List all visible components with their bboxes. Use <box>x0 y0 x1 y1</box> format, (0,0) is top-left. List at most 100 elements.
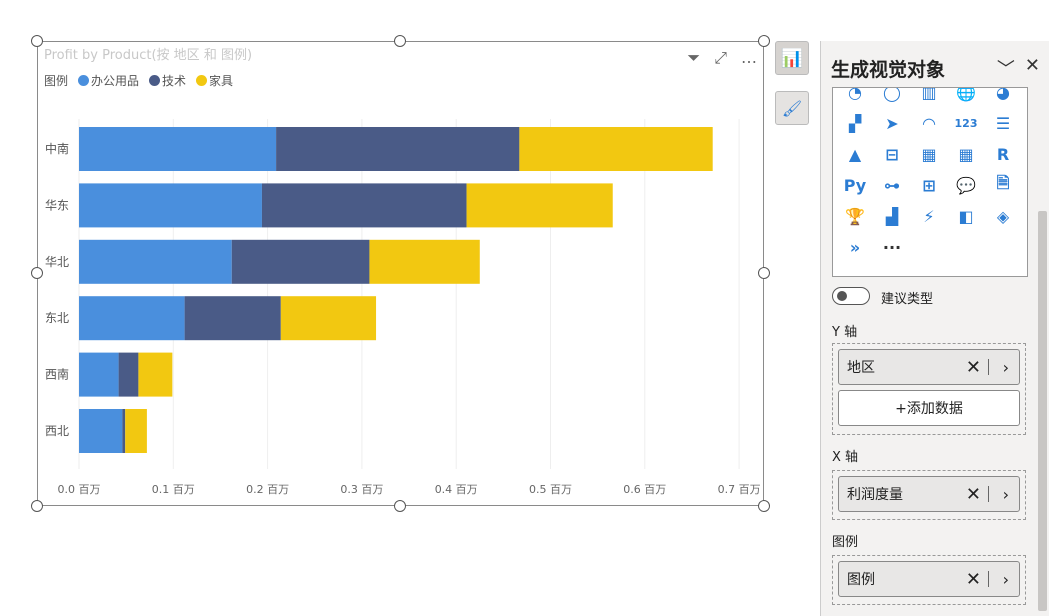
x-tick-label: 0.2 百万 <box>246 483 289 496</box>
chevron-right-icon[interactable]: › <box>1002 569 1009 589</box>
focus-mode-icon[interactable]: ⤢ <box>714 48 727 67</box>
filter-icon[interactable]: ⏷ <box>687 48 701 67</box>
legend-field[interactable]: 图例 ✕ › <box>838 561 1020 597</box>
legend-title: 图例 <box>44 74 69 88</box>
bar-0-2 <box>519 127 713 171</box>
y-axis-field[interactable]: 地区 ✕ › <box>838 349 1020 385</box>
r-visual-icon[interactable]: R <box>996 144 1010 164</box>
slicer-icon[interactable]: ⊟ <box>885 144 899 164</box>
legend-well: 图例 ✕ › <box>832 555 1026 605</box>
chart-legend: 图例 办公用品 技术 家具 <box>44 72 233 89</box>
x-tick-label: 0.5 百万 <box>529 483 572 496</box>
y-tick-label: 华北 <box>45 255 69 269</box>
power-apps-icon[interactable]: ◈ <box>996 206 1010 226</box>
x-tick-label: 0.6 百万 <box>623 483 666 496</box>
bar-chart-visual[interactable]: Profit by Product(按 地区 和 图例) 图例 办公用品 技术 … <box>37 41 764 506</box>
shape-map-icon[interactable]: ▞ <box>848 113 862 133</box>
key-influencers-icon[interactable]: ⊶ <box>884 175 900 195</box>
y-tick-label: 东北 <box>45 311 69 325</box>
remove-icon[interactable]: ✕ <box>965 356 981 378</box>
add-data-button[interactable]: +添加数据 <box>838 390 1020 426</box>
x-tick-label: 0.0 百万 <box>58 483 101 496</box>
bar-4-1 <box>118 352 139 397</box>
chevron-right-icon[interactable]: › <box>1002 484 1009 504</box>
chevron-right-icon[interactable]: › <box>1002 357 1009 377</box>
bar-3-0 <box>79 296 185 341</box>
suggest-type-label: 建议类型 <box>881 292 934 307</box>
x-axis-well: 利润度量 ✕ › <box>832 470 1026 520</box>
bar-0-0 <box>79 127 277 171</box>
bar-1-1 <box>261 183 467 228</box>
format-visual-button[interactable]: 🖌 <box>775 91 809 125</box>
bar-1-0 <box>79 183 262 228</box>
kpi-icon[interactable]: ▲ <box>848 144 862 164</box>
x-tick-label: 0.4 百万 <box>435 483 478 496</box>
y-tick-label: 西南 <box>45 367 69 382</box>
bar-5-1 <box>122 409 126 453</box>
bar-2-0 <box>79 239 232 284</box>
python-visual-icon[interactable]: Py <box>843 175 867 195</box>
resize-handle[interactable] <box>394 35 406 47</box>
power-automate-icon[interactable]: ⚡ <box>923 206 935 226</box>
bar-0-1 <box>276 127 520 171</box>
legend-item[interactable]: 办公用品 <box>72 72 139 89</box>
card-icon[interactable]: 123 <box>954 116 978 130</box>
legend-item[interactable]: 家具 <box>190 72 233 89</box>
close-icon[interactable]: ✕ <box>1024 55 1040 76</box>
x-tick-label: 0.1 百万 <box>152 483 195 496</box>
arcgis-map-icon[interactable]: ◧ <box>958 206 974 226</box>
more-options-icon[interactable]: … <box>741 48 757 67</box>
legend-well-label: 图例 <box>832 535 859 550</box>
suggest-type-toggle[interactable] <box>832 287 870 305</box>
donut-chart-icon[interactable]: ◯ <box>883 87 901 102</box>
pie-chart-icon[interactable]: ◔ <box>848 87 862 102</box>
resize-handle[interactable] <box>394 500 406 512</box>
matrix-icon[interactable]: ▦ <box>958 144 974 164</box>
pane-title: 生成视觉对象 <box>831 59 946 81</box>
filled-map-icon[interactable]: ◕ <box>996 87 1010 102</box>
azure-map-icon[interactable]: ➤ <box>885 113 899 133</box>
bar-4-2 <box>138 352 173 397</box>
chart-title: Profit by Product(按 地区 和 图例) <box>44 48 253 63</box>
metrics-icon[interactable]: 🏆 <box>845 206 865 226</box>
legend-item[interactable]: 技术 <box>143 72 186 89</box>
remove-icon[interactable]: ✕ <box>965 568 981 590</box>
decomposition-tree-icon[interactable]: ⊞ <box>922 175 936 195</box>
visual-gallery: ◔ ◯ ▥ 🌐 ◕ ▞ ➤ ◠ 123 ☰ ▲ ⊟ ▦ ▦ R Py ⊶ ⊞ 💬 🗎 🏆 ▟ ⚡ ◧ ◈ » ··· <box>832 87 1028 277</box>
paintbrush-icon: 🖌 <box>781 98 803 118</box>
build-visual-icon: 📊 <box>780 47 804 69</box>
bar-4-0 <box>79 352 119 397</box>
resize-handle[interactable] <box>758 267 770 279</box>
table-icon[interactable]: ▦ <box>921 144 937 164</box>
x-axis-label: X 轴 <box>832 450 859 465</box>
y-axis-well: 地区 ✕ › +添加数据 <box>832 343 1026 435</box>
resize-handle[interactable] <box>31 35 43 47</box>
bar-5-2 <box>125 409 147 453</box>
remove-icon[interactable]: ✕ <box>965 483 981 505</box>
x-tick-label: 0.3 百万 <box>340 483 383 496</box>
build-visual-button[interactable]: 📊 <box>775 41 809 75</box>
resize-handle[interactable] <box>31 500 43 512</box>
y-axis-label: Y 轴 <box>832 325 858 340</box>
bar-2-2 <box>369 239 480 284</box>
paginated-report-icon[interactable]: ▟ <box>885 206 899 226</box>
more-visuals-icon[interactable]: ··· <box>882 237 902 257</box>
smart-narrative-icon[interactable]: 🗎 <box>996 172 1010 192</box>
y-tick-label: 华东 <box>45 198 69 212</box>
treemap-icon[interactable]: ▥ <box>921 87 937 102</box>
multi-row-card-icon[interactable]: ☰ <box>995 113 1011 133</box>
resize-handle[interactable] <box>758 35 770 47</box>
map-icon[interactable]: 🌐 <box>956 87 976 102</box>
pane-scrollbar[interactable] <box>1038 211 1047 611</box>
collapse-icon[interactable]: ﹀ <box>996 59 1015 80</box>
resize-handle[interactable] <box>758 500 770 512</box>
resize-handle[interactable] <box>31 267 43 279</box>
gauge-icon[interactable]: ◠ <box>922 113 936 133</box>
x-tick-label: 0.7 百万 <box>718 483 761 496</box>
x-axis-field[interactable]: 利润度量 ✕ › <box>838 476 1020 512</box>
power-automate-flow-icon[interactable]: » <box>849 237 861 257</box>
y-tick-label: 西北 <box>45 424 69 438</box>
qna-icon[interactable]: 💬 <box>956 175 976 195</box>
bar-3-1 <box>184 296 281 341</box>
bar-5-0 <box>79 409 123 453</box>
